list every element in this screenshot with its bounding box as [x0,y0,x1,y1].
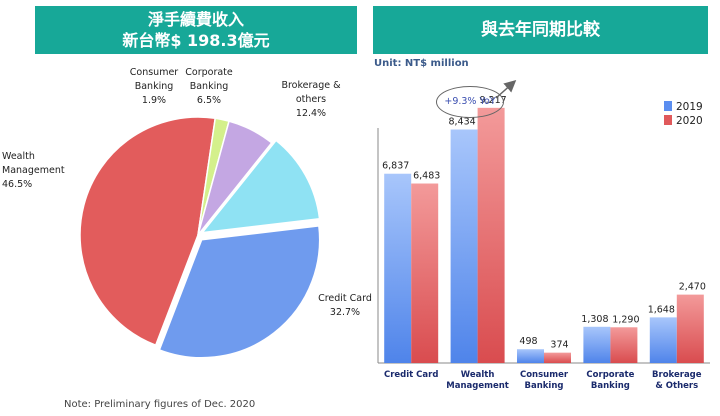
footnote: Note: Preliminary figures of Dec. 2020 [64,399,256,410]
bar-2019-3 [583,326,611,363]
yoy-badge: +9.3% YoY [436,86,504,118]
x-tick-label: & Others [655,381,698,391]
bar-2019-4 [649,317,677,363]
bar-value-label: 6,837 [382,161,409,172]
pie-label-percent: 1.9% [141,95,167,106]
pie-label-consumer-banking: Consumer Banking 1.9% [110,66,198,108]
legend-item-2019: 2019 [664,100,703,114]
pie-label-percent: 6.5% [196,95,222,106]
pie-label-brokerage-others: Brokerage & others 12.4% [266,79,356,121]
pie-label-name: Management [2,165,65,176]
legend-label-2020: 2020 [676,115,703,127]
x-tick-label: Wealth [461,370,495,380]
bar-value-label: 6,483 [413,171,440,182]
pie-label-name: Banking [134,81,174,92]
bar-value-label: 2,470 [679,282,706,293]
pie-label-name: others [295,94,327,105]
x-tick-label: Management [446,381,509,391]
bar-2020-4 [676,294,704,363]
pie-title-line1: 淨手續費收入 [147,10,244,29]
pie-chart [79,116,321,359]
x-tick-label: Credit Card [384,370,438,380]
x-tick-label: Corporate [586,370,634,380]
pie-label-wealth-management: Wealth Management 46.5% [2,150,82,192]
x-tick-label: Consumer [520,370,569,380]
unit-label: Unit: NT$ million [374,58,469,69]
legend-label-2019: 2019 [676,101,703,113]
pie-title-banner: 淨手續費收入 新台幣$ 198.3億元 [35,6,357,54]
bar-value-label: 8,434 [448,117,475,128]
bar-2019-2 [517,349,544,363]
pie-label-credit-card: Credit Card 32.7% [300,292,390,320]
pie-slice-brokerage-others [200,139,321,234]
x-tick-label: Brokerage [652,370,702,380]
pie-label-name: Consumer [129,67,179,78]
x-tick-label: Banking [525,381,564,391]
bar-value-label: 498 [519,336,537,347]
pie-slice-wealth-management [79,116,217,347]
bar-value-label: 1,308 [581,314,608,325]
bar-value-label: 1,290 [612,314,639,325]
bar-value-label: 374 [550,340,568,351]
pie-label-percent: 32.7% [329,307,361,318]
pie-label-name: Wealth [2,151,35,162]
bar-2019-1 [450,129,478,363]
pie-slice-credit-card [158,225,321,359]
bar-2019-0 [384,173,412,363]
pie-label-name: Corporate [185,67,233,78]
pie-label-name: Credit Card [318,293,372,304]
bar-title-banner: 與去年同期比較 [373,6,708,54]
pie-label-corporate-banking: Corporate Banking 6.5% [168,66,250,108]
x-tick-label: Banking [591,381,630,391]
bar-2020-0 [411,183,439,363]
legend-swatch-2020 [664,115,672,125]
pie-label-percent: 12.4% [295,108,327,119]
legend: 2019 2020 [664,100,703,128]
pie-label-percent: 46.5% [2,179,33,190]
legend-item-2020: 2020 [664,114,703,128]
pie-title-line2: 新台幣$ 198.3億元 [122,31,270,50]
legend-swatch-2019 [664,101,672,111]
pie-label-name: Brokerage & [281,80,341,91]
pie-label-name: Banking [189,81,229,92]
bar-2020-3 [610,327,638,363]
bar-2020-2 [544,352,571,363]
bar-2020-1 [477,107,505,364]
bar-value-label: 1,648 [648,304,675,315]
pie-slice-corporate-banking [197,120,273,236]
